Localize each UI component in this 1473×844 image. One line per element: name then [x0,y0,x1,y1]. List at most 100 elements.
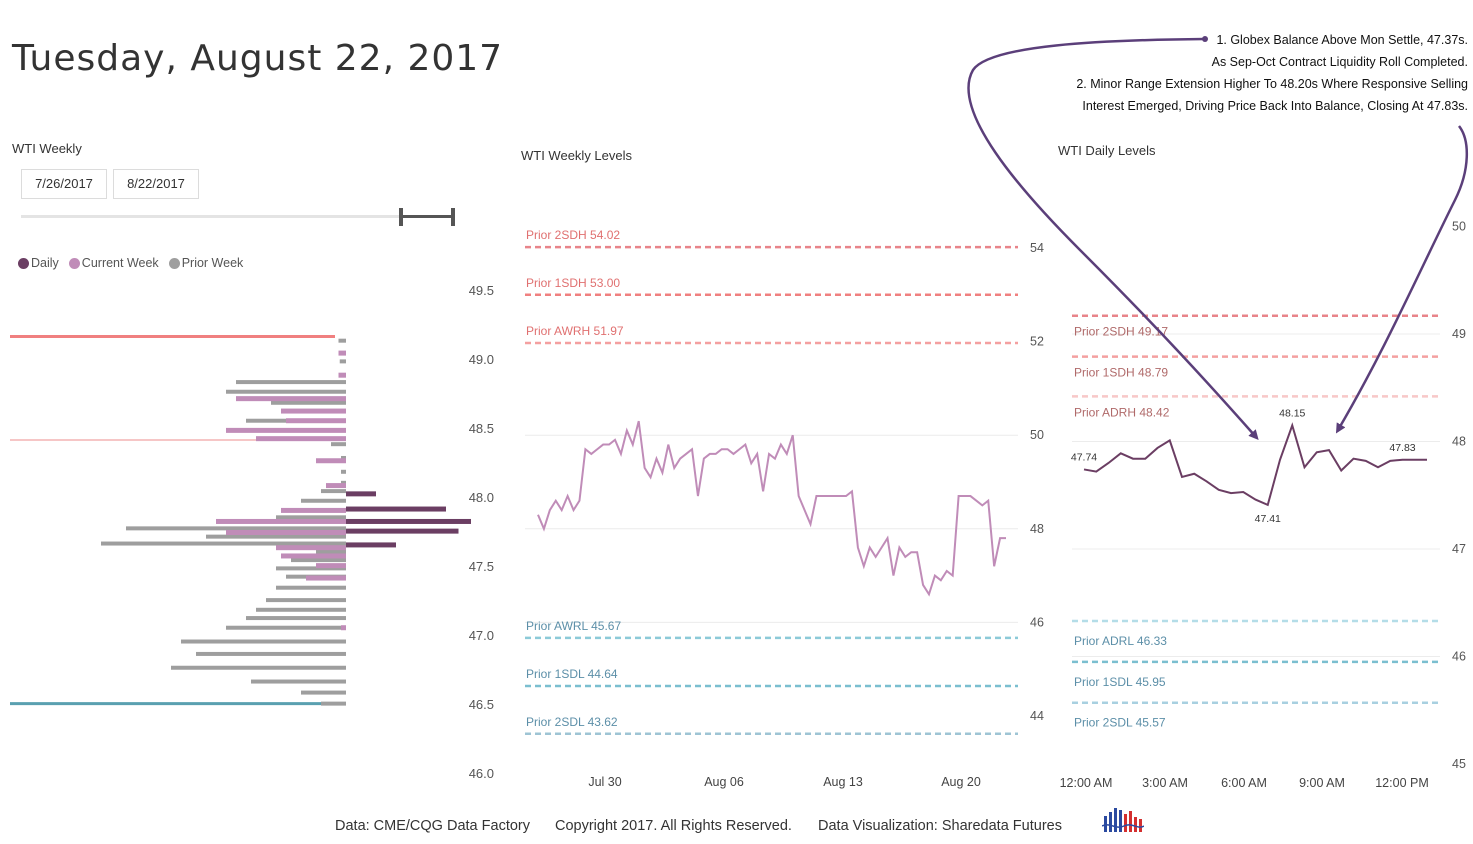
daily-price-line [1083,422,1427,507]
filter-title: WTI Weekly [12,141,82,156]
profile-bar-current-week [281,553,346,559]
daily-y-tick: 49 [1452,327,1466,341]
daily-data-label: 48.15 [1279,407,1305,419]
note-line-2: As Sep-Oct Contract Liquidity Roll Compl… [1211,55,1468,69]
footer-copyright: Copyright 2017. All Rights Reserved. [555,818,792,834]
legend-label-prior-week: Prior Week [181,256,244,270]
daily-x-tick: 12:00 AM [1060,776,1113,790]
profile-bar-daily [346,491,376,497]
annotation-arrow-2 [1335,125,1468,434]
daily-x-tick: 3:00 AM [1142,776,1188,790]
daily-y-tick: 47 [1452,542,1466,556]
weekly-y-tick: 54 [1030,241,1044,255]
weekly-x-tick: Aug 20 [941,775,981,789]
legend-label-daily: Daily [31,256,59,270]
annotation-arrows [967,36,1468,440]
daily-y-tick: 50 [1452,220,1466,234]
profile-bar-prior-week [101,541,346,546]
profile-bar-current-week [341,625,346,631]
legend-swatch-current-week [68,257,80,269]
daily-x-tick: 12:00 PM [1375,776,1429,790]
daily-chart-title: WTI Daily Levels [1058,143,1156,158]
profile-bar-prior-week [226,625,346,630]
legend-swatch-prior-week [168,257,180,269]
profile-bar-prior-week [301,690,346,695]
annotation-arrow-1 [967,37,1259,440]
end-date-input[interactable]: 8/22/2017 [113,169,199,199]
weekly-level-label: Prior 2SDH 54.02 [526,228,620,242]
date-slider-range[interactable] [401,215,453,218]
profile-bar-prior-week [341,455,346,460]
profile-bar-prior-week [276,566,346,571]
legend-item-prior-week[interactable]: Prior Week [168,256,244,270]
profile-bar-prior-week [339,359,346,364]
sharedata-logo-icon [1102,808,1144,832]
legend-swatch-daily [18,257,29,269]
profile-y-tick: 48.0 [469,490,494,505]
profile-y-tick: 46.5 [469,697,494,712]
daily-y-tick: 48 [1452,435,1466,449]
profile-bar-prior-week [301,498,346,503]
profile-bar-current-week [326,483,346,489]
weekly-y-tick: 52 [1030,335,1044,349]
profile-bar-prior-week [341,480,346,485]
weekly-level-label: Prior 2SDL 43.62 [526,715,618,729]
volume-profile-chart: 49.5 49.0 48.5 48.0 47.5 47.0 46.5 46.0 [10,283,494,781]
note-line-1: 1. Globex Balance Above Mon Settle, 47.3… [1216,33,1468,47]
profile-bar-current-week [338,350,346,356]
footer-visualization: Data Visualization: Sharedata Futures [818,818,1062,834]
profile-y-tick: 46.0 [469,766,494,781]
profile-bar-prior-week [251,679,346,684]
profile-bar-daily [346,542,396,548]
weekly-level-label: Prior AWRL 45.67 [526,619,621,633]
weekly-chart-title: WTI Weekly Levels [521,148,633,163]
profile-bar-current-week [306,575,346,581]
profile-bar-prior-week [321,489,346,494]
profile-y-tick: 49.5 [469,283,494,298]
profile-bar-current-week [276,545,346,551]
daily-level-label: Prior 1SDH 48.79 [1074,366,1168,380]
date-slider-track[interactable] [21,215,453,218]
profile-bar-daily [346,506,446,512]
profile-bar-prior-week [181,639,346,644]
profile-bar-current-week [316,458,346,464]
legend-item-current-week[interactable]: Current Week [68,256,159,270]
weekly-levels-chart: WTI Weekly Levels 54 52 50 48 46 44 Prior 2SDH … [521,148,1044,789]
daily-level-label: Prior 2SDH 49.17 [1074,325,1168,339]
profile-y-tick: 49.0 [469,352,494,367]
profile-bar-prior-week [276,585,346,590]
profile-bar-prior-week [236,380,346,385]
daily-level-label: Prior 2SDL 45.57 [1074,716,1166,730]
daily-data-label: 47.41 [1255,513,1281,525]
daily-y-tick: 46 [1452,650,1466,664]
weekly-y-tick: 50 [1030,428,1044,442]
profile-bar-prior-week [338,338,346,343]
weekly-x-tick: Aug 06 [704,775,744,789]
profile-bar-current-week [226,530,346,535]
weekly-price-line [537,420,1006,597]
profile-bar-current-week [338,372,346,378]
daily-data-label: 47.74 [1071,451,1097,463]
profile-bar-prior-week [271,400,346,405]
profile-bar-current-week [256,436,346,442]
weekly-x-tick: Aug 13 [823,775,863,789]
profile-bar-prior-week [291,558,346,563]
profile-bar-prior-week [316,549,346,554]
date-slider-end-handle[interactable] [451,208,455,226]
profile-bar-prior-week [266,598,346,603]
profile-bar-current-week [281,408,346,414]
legend-item-daily[interactable]: Daily [18,256,59,270]
daily-data-label: 47.83 [1389,442,1415,454]
profile-bar-prior-week [226,389,346,394]
profile-bar-current-week [236,396,346,402]
profile-bar-daily [346,528,459,534]
weekly-x-tick: Jul 30 [588,775,621,789]
start-date-input[interactable]: 7/26/2017 [21,169,107,199]
page-title: Tuesday, August 22, 2017 [12,38,504,79]
date-slider-start-handle[interactable] [399,208,404,226]
profile-bar-prior-week [276,515,346,520]
weekly-level-label: Prior 1SDL 44.64 [526,667,618,681]
profile-bar-current-week [281,507,346,513]
profile-bar-prior-week [206,534,346,539]
weekly-level-label: Prior AWRH 51.97 [526,324,624,338]
